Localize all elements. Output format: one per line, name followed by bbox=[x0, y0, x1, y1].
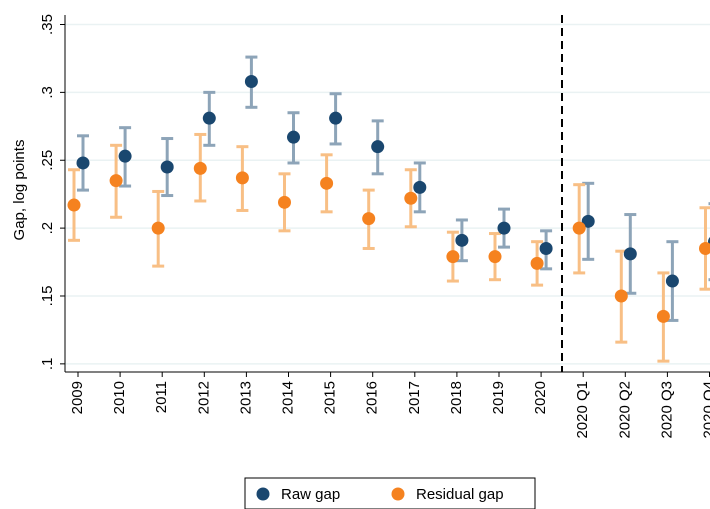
point bbox=[151, 221, 165, 235]
legend: Raw gap Residual gap bbox=[256, 486, 504, 503]
x-tick-label: 2016 bbox=[364, 381, 381, 414]
point bbox=[362, 212, 376, 226]
point bbox=[67, 198, 81, 212]
y-tick-label: .35 bbox=[39, 14, 56, 35]
x-tick-label: 2009 bbox=[69, 381, 86, 414]
point bbox=[572, 221, 586, 235]
point bbox=[614, 289, 628, 303]
point bbox=[488, 250, 502, 264]
plot-area bbox=[67, 55, 710, 363]
point bbox=[413, 180, 427, 194]
x-tick-label: 2020 bbox=[532, 381, 549, 414]
point bbox=[202, 111, 216, 125]
point bbox=[665, 274, 679, 288]
y-tick-label: .25 bbox=[39, 150, 56, 171]
point bbox=[699, 241, 710, 255]
point bbox=[329, 111, 343, 125]
x-tick-label: 2020 Q3 bbox=[658, 381, 675, 439]
point bbox=[371, 140, 385, 154]
x-tick-label: 2013 bbox=[237, 381, 254, 414]
x-tick-label: 2017 bbox=[406, 381, 423, 414]
legend-box bbox=[244, 477, 536, 509]
y-tick-label: .2 bbox=[39, 222, 56, 235]
x-tick-label: 2018 bbox=[448, 381, 465, 414]
point bbox=[193, 161, 207, 175]
point bbox=[497, 221, 511, 235]
y-axis-label: Gap, log points bbox=[11, 140, 28, 241]
grid bbox=[65, 23, 710, 365]
x-tick-label: 2015 bbox=[322, 381, 339, 414]
x-tick-label: 2012 bbox=[195, 381, 212, 414]
x-tick-label: 2011 bbox=[153, 381, 170, 413]
legend-marker bbox=[391, 487, 405, 501]
point bbox=[404, 191, 418, 205]
point bbox=[623, 247, 637, 261]
point bbox=[118, 149, 132, 163]
point bbox=[320, 176, 334, 190]
point bbox=[446, 250, 460, 264]
y-tick-label: .1 bbox=[39, 358, 56, 371]
point bbox=[581, 214, 595, 228]
x-tick-label: 2014 bbox=[279, 381, 296, 414]
legend-marker bbox=[256, 487, 270, 501]
y-tick-label: .3 bbox=[39, 86, 56, 99]
point bbox=[244, 75, 258, 89]
legend-label: Raw gap bbox=[281, 486, 340, 503]
point bbox=[160, 160, 174, 174]
y-tick-label: .15 bbox=[39, 286, 56, 307]
point bbox=[656, 309, 670, 323]
point bbox=[530, 256, 544, 270]
point bbox=[235, 171, 249, 185]
point bbox=[109, 174, 123, 188]
x-tick-label: 2019 bbox=[490, 381, 507, 414]
point bbox=[76, 156, 90, 170]
point bbox=[455, 233, 469, 247]
point bbox=[287, 130, 300, 144]
x-tick-label: 2010 bbox=[111, 381, 128, 414]
point bbox=[539, 241, 553, 255]
x-tick-label: 2020 Q2 bbox=[616, 381, 633, 439]
x-tick-label: 2020 Q1 bbox=[574, 381, 591, 439]
point bbox=[278, 195, 291, 209]
legend-label: Residual gap bbox=[416, 486, 504, 503]
x-tick-label: 2020 Q4 bbox=[700, 381, 710, 439]
